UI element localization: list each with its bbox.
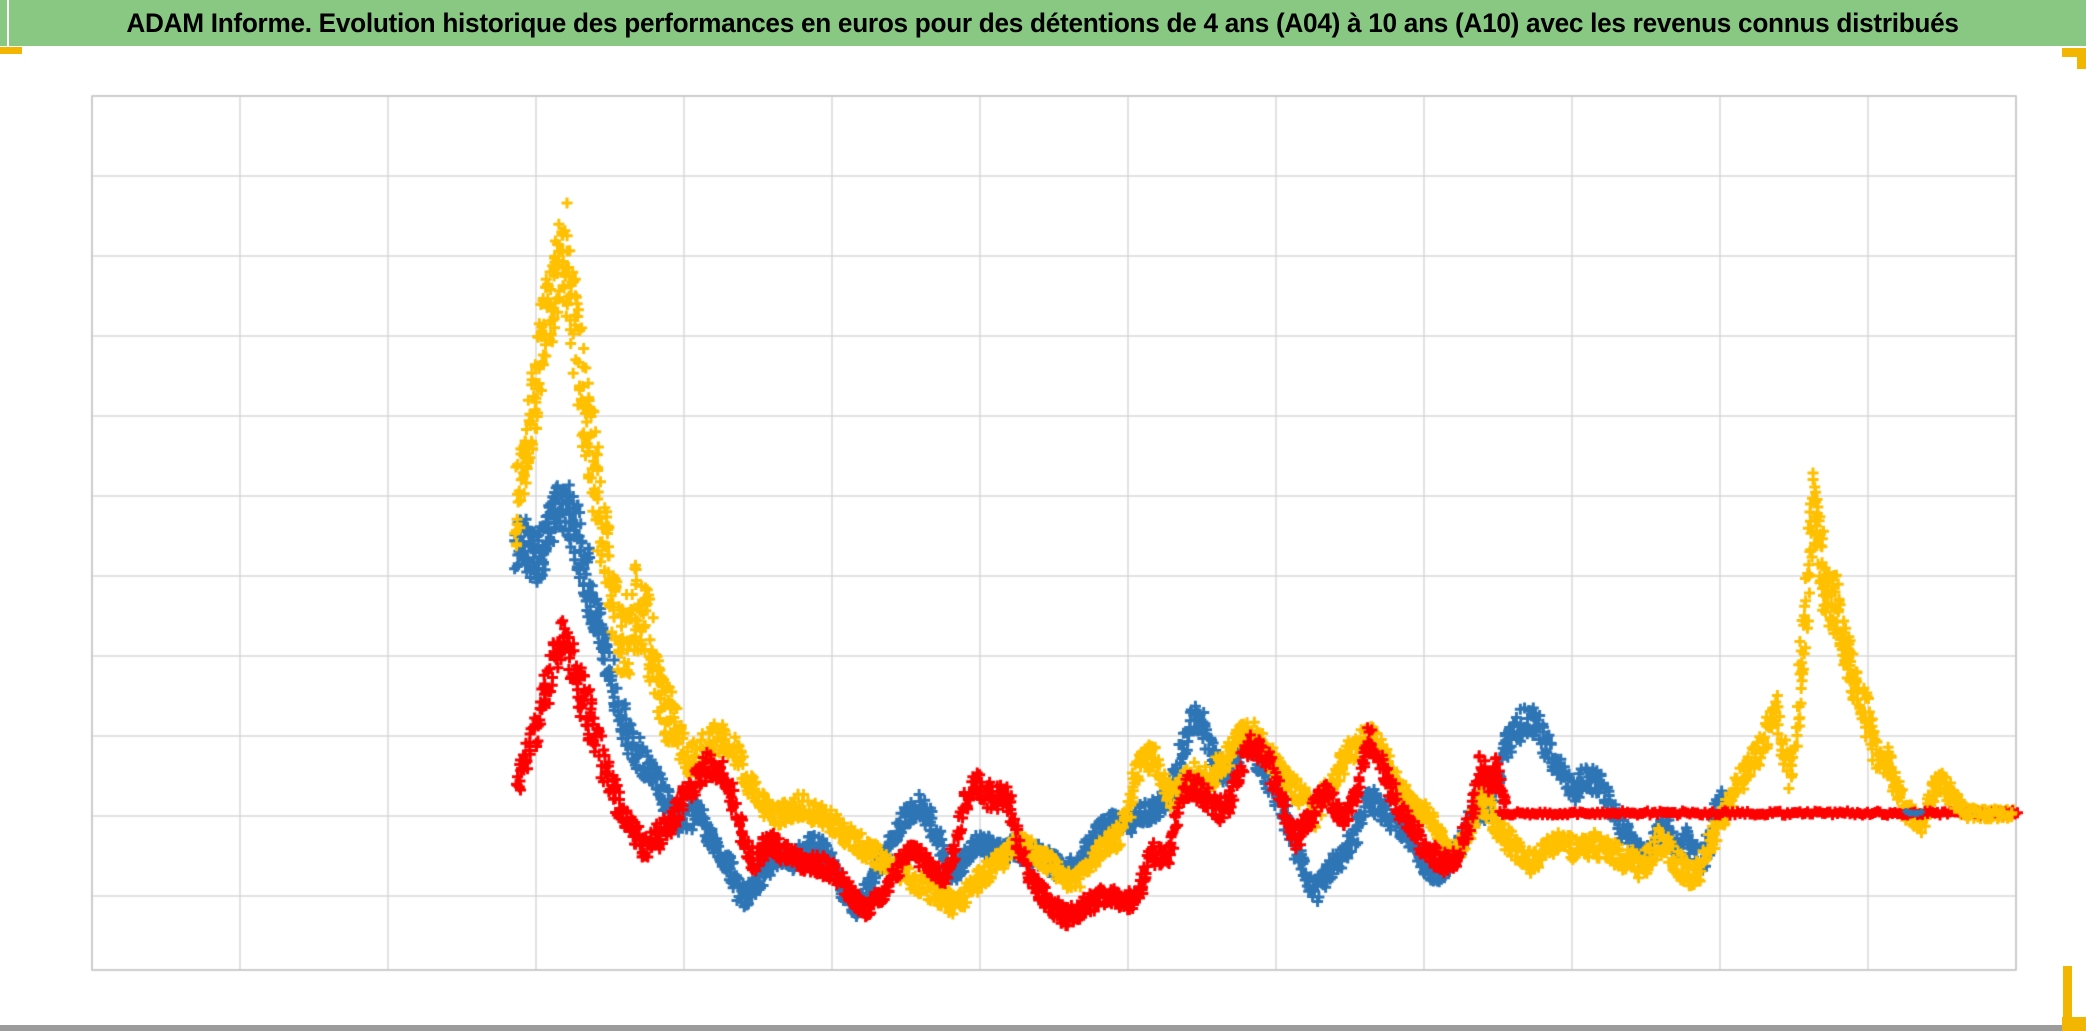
cell-divider-line bbox=[7, 0, 9, 46]
chart-title: ADAM Informe. Evolution historique des p… bbox=[126, 7, 1960, 38]
print-corner-top-left bbox=[0, 47, 22, 54]
bottom-divider-bar bbox=[0, 1025, 2062, 1031]
title-bar: ADAM Informe. Evolution historique des p… bbox=[0, 0, 2086, 46]
